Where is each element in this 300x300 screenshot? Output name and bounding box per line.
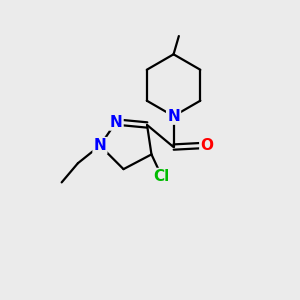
Text: N: N bbox=[110, 115, 122, 130]
Text: N: N bbox=[94, 138, 106, 153]
Text: O: O bbox=[200, 138, 213, 153]
Text: Cl: Cl bbox=[154, 169, 170, 184]
Text: N: N bbox=[167, 109, 180, 124]
